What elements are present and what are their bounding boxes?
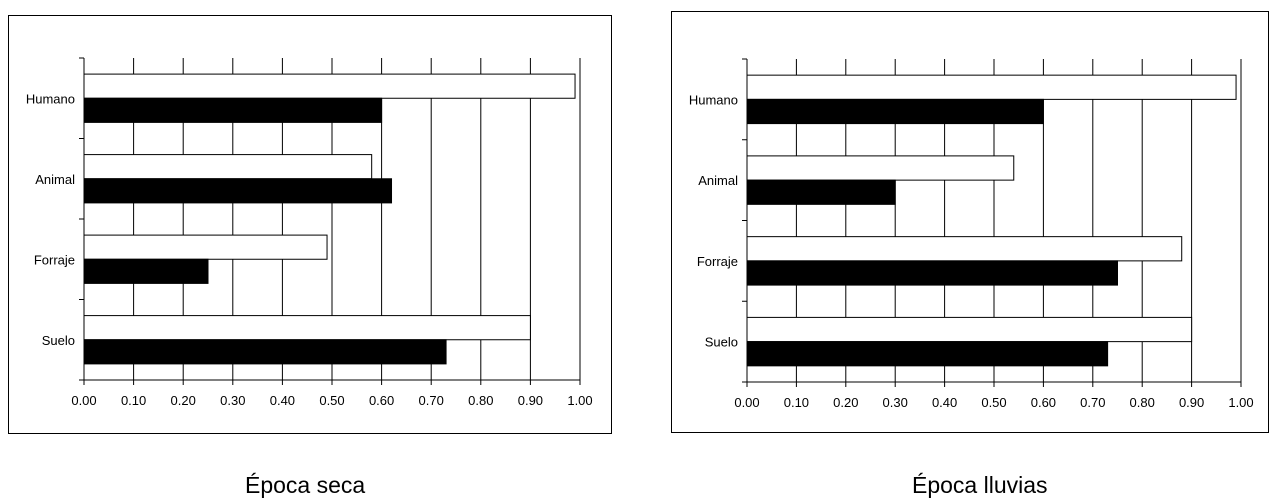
x-tick-label: 1.00 [1228,395,1253,410]
caption-epoca-seca: Época seca [245,472,366,498]
x-tick-label: 0.60 [369,393,394,408]
x-tick-label: 0.60 [1031,395,1056,410]
y-tick-label-forraje: Forraje [34,252,75,267]
x-tick-label: 0.30 [220,393,245,408]
x-tick-label: 0.50 [319,393,344,408]
x-tick-label: 0.90 [1179,395,1204,410]
bar-humano-white [83,73,576,99]
x-tick-label: 0.80 [1130,395,1155,410]
x-tick-label: 0.40 [270,393,295,408]
bar-forraje-white [746,236,1183,262]
bar-humano-black [83,97,383,123]
x-tick-label: 0.00 [734,395,759,410]
bar-animal-black [746,179,896,205]
bar-humano-black [746,98,1044,125]
bar-forraje-white [83,234,328,260]
x-tick-label: 0.90 [518,393,543,408]
bar-animal-black [83,178,393,204]
y-tick-label-suelo: Suelo [42,333,75,348]
y-tick-label-suelo: Suelo [705,335,738,350]
y-tick-label-humano: Humano [689,92,738,107]
bar-animal-white [746,155,1015,181]
bar-suelo-black [83,339,447,365]
x-tick-label: 0.20 [833,395,858,410]
x-tick-label: 0.10 [121,393,146,408]
y-tick-label-animal: Animal [35,172,75,187]
x-tick-label: 0.80 [468,393,493,408]
bar-humano-white [746,74,1237,100]
x-tick-label: 0.10 [784,395,809,410]
x-tick-label: 0.70 [1080,395,1105,410]
bar-forraje-black [83,258,209,284]
x-tick-label: 0.30 [883,395,908,410]
y-tick-label-humano: Humano [26,91,75,106]
caption-epoca-lluvias: Época lluvias [912,472,1048,498]
x-tick-label: 0.00 [71,393,96,408]
x-tick-label: 0.40 [932,395,957,410]
bar-animal-white [83,154,373,180]
bar-suelo-black [746,341,1109,367]
chart-epoca-lluvias: 0.00 0.10 0.20 0.30 0.40 0.50 0.60 0.70 0.80 0.90… [671,11,1269,433]
x-tick-label: 0.70 [419,393,444,408]
x-tick-label: 0.50 [981,395,1006,410]
x-tick-label: 0.20 [171,393,196,408]
chart-epoca-seca: 0.00 0.10 0.20 0.30 0.40 0.50 0.60 0.70 0.80 0.90… [8,15,612,434]
bar-suelo-white [83,315,531,341]
x-tick-label: 1.00 [567,393,592,408]
y-tick-label-forraje: Forraje [697,254,738,269]
y-tick-label-animal: Animal [698,173,738,188]
bar-forraje-black [746,260,1118,286]
bar-suelo-white [746,316,1193,343]
chart-frame [671,11,1269,433]
